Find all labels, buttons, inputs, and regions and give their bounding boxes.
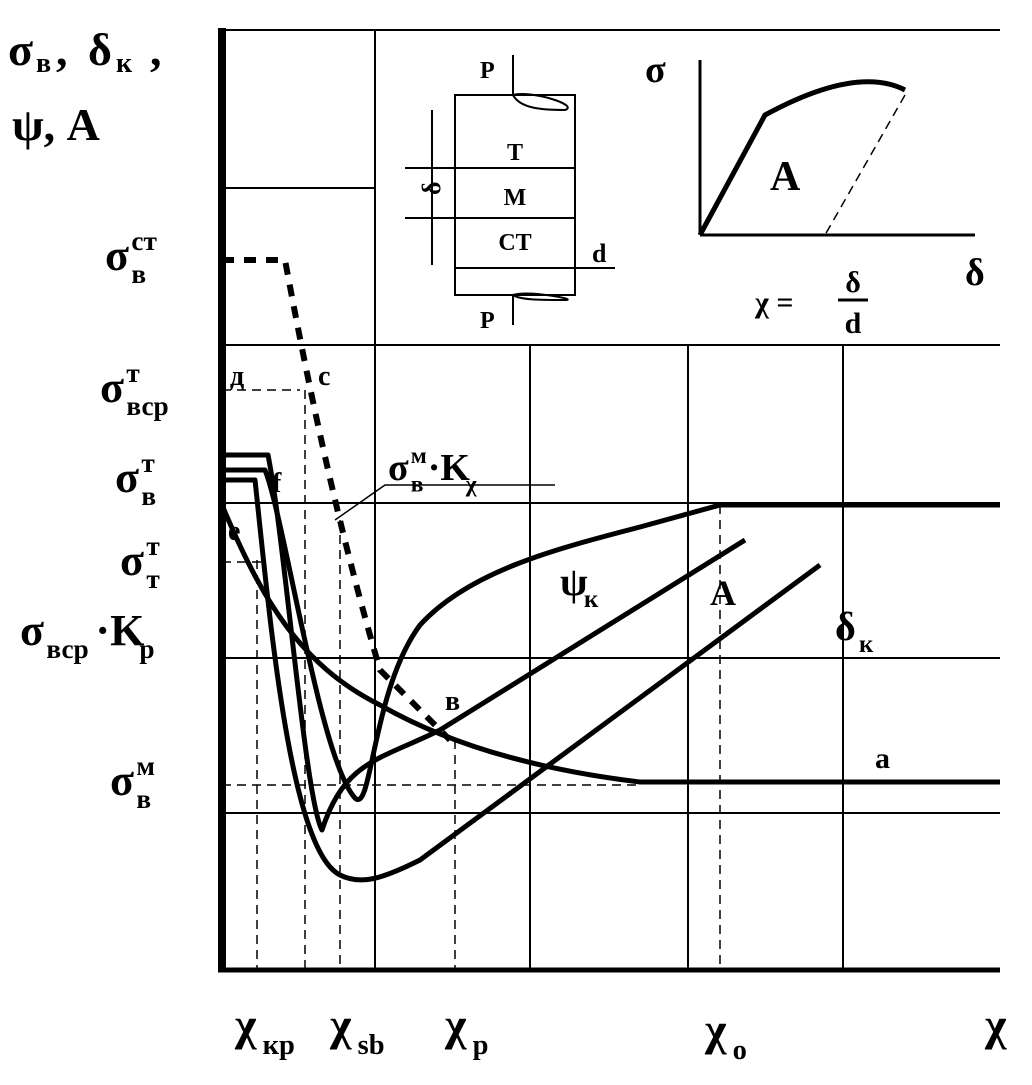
label: σ <box>645 49 666 91</box>
label: в <box>136 784 151 814</box>
label: к <box>584 586 599 613</box>
label: σ <box>110 756 134 805</box>
label: δ <box>88 24 112 75</box>
label: в <box>131 259 146 289</box>
label: P <box>480 58 495 84</box>
label: χ <box>234 999 257 1050</box>
label: a <box>875 742 890 775</box>
grid <box>222 29 1000 970</box>
label: м <box>411 443 427 469</box>
label: д <box>230 361 244 392</box>
label: d <box>592 239 607 268</box>
curves <box>219 257 1000 883</box>
label: σ <box>100 363 124 412</box>
label: σ <box>388 447 409 489</box>
label: f <box>272 468 282 499</box>
label: р <box>139 634 154 664</box>
inset-specimen <box>405 55 615 325</box>
label: т <box>146 564 160 594</box>
guides <box>222 389 721 970</box>
label: δ <box>417 182 446 196</box>
label: ст <box>131 226 157 256</box>
label: т <box>126 358 140 388</box>
label: δ <box>845 266 861 299</box>
label: т <box>141 448 155 478</box>
label: в <box>411 471 424 497</box>
label: ψ, А <box>12 99 100 150</box>
label: р <box>473 1030 489 1061</box>
label: χ <box>329 999 352 1050</box>
label: , <box>150 24 162 75</box>
label: в <box>36 48 51 79</box>
label: χ = <box>754 286 793 319</box>
label: т <box>146 531 160 561</box>
label: Т <box>507 140 523 166</box>
label: М <box>504 185 527 211</box>
label: d <box>845 307 862 340</box>
label: δ <box>965 252 985 294</box>
label: о <box>733 1035 747 1066</box>
axes <box>218 28 1000 973</box>
label: P <box>480 308 495 334</box>
label: σ <box>20 606 44 655</box>
label: χ <box>984 999 1007 1050</box>
label: ·K <box>95 606 144 655</box>
label: к <box>859 631 874 658</box>
label: χ <box>465 471 478 497</box>
label: в <box>141 481 156 511</box>
label: , <box>56 24 68 75</box>
label: δ <box>835 604 856 649</box>
label: ψ <box>560 559 588 604</box>
label: вср <box>46 634 88 664</box>
label: σ <box>115 453 139 502</box>
label: e <box>228 516 240 547</box>
label: ·K <box>428 447 471 489</box>
label: σ <box>120 536 144 585</box>
inset-diagram <box>697 60 975 302</box>
label: A <box>770 154 801 200</box>
label: sb <box>358 1030 385 1061</box>
label: с <box>318 361 330 392</box>
label: м <box>136 751 155 781</box>
label: кр <box>263 1030 295 1061</box>
label: вср <box>126 391 168 421</box>
label: A <box>710 573 736 613</box>
label: χ <box>444 999 467 1050</box>
label: σ <box>105 231 129 280</box>
label: σ <box>8 24 33 75</box>
label: χ <box>704 1004 727 1055</box>
label: к <box>116 48 133 79</box>
label: СТ <box>498 230 531 256</box>
label: в <box>445 686 460 717</box>
